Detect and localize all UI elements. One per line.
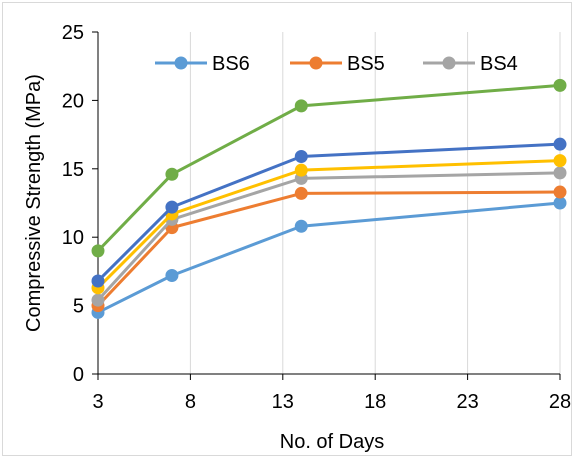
x-tick-label: 18 [364,391,386,413]
data-point [553,78,567,92]
data-point [91,274,105,288]
chart-frame [2,2,572,456]
data-point [553,154,567,168]
series-line [97,201,561,314]
series-lines [91,78,567,319]
legend-entry-bs6: BS6 [155,53,250,75]
x-tick-label: 23 [456,391,478,413]
y-tick-labels: 0 5 10 15 20 25 [62,22,84,386]
axes [92,31,561,380]
data-point [91,293,105,307]
series-line [96,171,561,302]
y-tick-label: 5 [73,296,84,318]
series-unlabeled-5 [91,78,567,258]
legend-entry-bs4: BS4 [423,53,518,75]
series-bs6 [91,196,567,319]
x-tick-label: 28 [549,391,571,413]
data-point [91,244,105,258]
data-point [165,167,179,181]
data-point [553,137,567,151]
data-point [553,196,567,210]
x-tick-label: 13 [272,391,294,413]
data-point [294,186,308,200]
series-line [96,159,561,289]
data-point [294,163,308,177]
y-tick-label: 0 [73,364,84,386]
data-point [553,166,567,180]
x-tick-label: 8 [185,391,196,413]
legend-swatch-marker [442,56,456,70]
data-point [165,269,179,283]
y-axis-title: Compressive Strength (MPa) [23,74,45,332]
legend-label: BS5 [347,53,385,75]
legend-entry-bs5: BS5 [290,53,385,75]
data-point [165,200,179,214]
y-tick-label: 25 [62,22,84,44]
series-line [96,83,561,252]
data-point [294,99,308,113]
series-unlabeled-4 [91,137,567,288]
series-line [96,142,561,283]
y-tick-label: 20 [62,90,84,112]
data-point [294,219,308,233]
legend: BS6 BS5 BS4 [155,53,518,75]
legend-label: BS6 [212,53,250,75]
y-tick-label: 10 [62,227,84,249]
data-point [553,185,567,199]
data-point [294,149,308,163]
legend-label: BS4 [480,53,518,75]
grid-lines [189,32,561,374]
legend-swatch-marker [174,56,188,70]
series-line [96,190,561,307]
series-bs5 [91,185,567,313]
x-tick-label: 3 [92,391,103,413]
legend-swatch-marker [309,56,323,70]
x-axis-title: No. of Days [280,431,384,453]
x-tick-labels: 3 8 13 18 23 28 [92,391,571,413]
y-tick-label: 15 [62,159,84,181]
